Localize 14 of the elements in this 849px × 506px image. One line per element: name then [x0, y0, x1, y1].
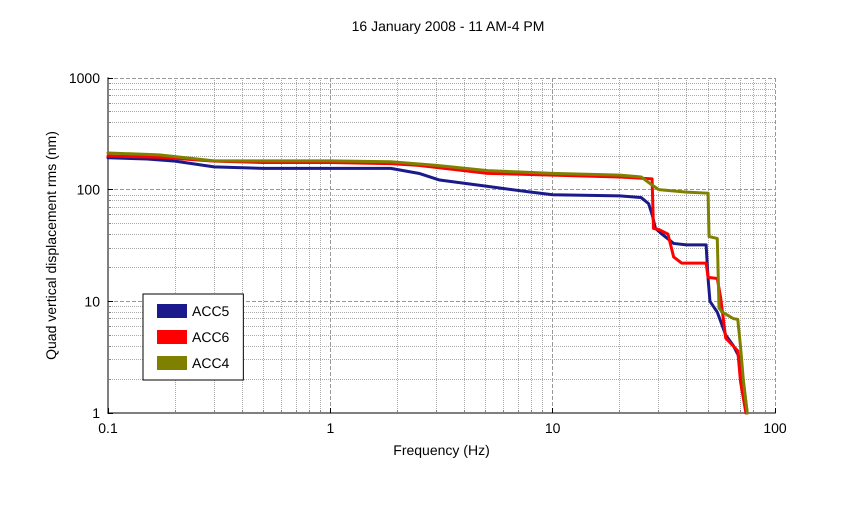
x-axis-title: Frequency (Hz) — [393, 442, 490, 458]
y-tick-label: 10 — [84, 293, 100, 310]
x-tick-label: 0.1 — [98, 420, 118, 436]
y-tick-label: 1000 — [68, 70, 100, 86]
x-tick-label: 100 — [763, 420, 787, 436]
chart-title: 16 January 2008 - 11 AM-4 PM — [352, 18, 544, 34]
x-tick-label: 1 — [326, 420, 334, 436]
y-axis-title: Quad vertical displacement rms (nm) — [42, 131, 59, 360]
legend-label: ACC4 — [192, 355, 230, 371]
x-tick-label: 10 — [544, 420, 561, 436]
legend-label: ACC6 — [192, 329, 230, 345]
y-tick-label: 100 — [76, 182, 100, 198]
legend-label: ACC5 — [192, 303, 230, 319]
y-tick-label: 1 — [92, 405, 100, 421]
